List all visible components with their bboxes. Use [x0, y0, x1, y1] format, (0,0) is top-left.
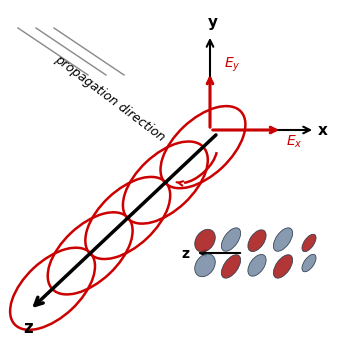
Text: propagation direction: propagation direction: [52, 52, 167, 144]
Text: $E_y$: $E_y$: [224, 56, 240, 74]
Text: x: x: [318, 122, 328, 137]
Ellipse shape: [221, 228, 240, 251]
Ellipse shape: [302, 234, 316, 252]
Ellipse shape: [195, 229, 215, 252]
Text: z: z: [23, 319, 33, 337]
Text: y: y: [208, 15, 218, 30]
Text: z: z: [181, 247, 189, 261]
Ellipse shape: [195, 254, 215, 277]
Text: $E_x$: $E_x$: [286, 134, 303, 150]
Ellipse shape: [248, 230, 266, 252]
Ellipse shape: [221, 255, 240, 278]
Ellipse shape: [302, 254, 316, 272]
Ellipse shape: [273, 228, 293, 251]
Ellipse shape: [273, 255, 293, 278]
Ellipse shape: [248, 254, 266, 276]
